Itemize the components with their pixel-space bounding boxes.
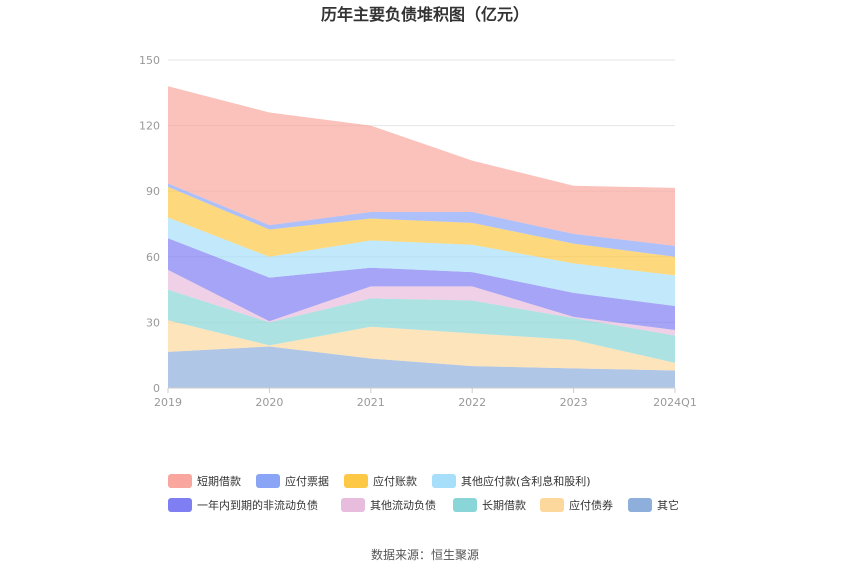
legend-swatch	[341, 498, 365, 512]
x-tick-label: 2021	[357, 396, 385, 409]
legend-label: 短期借款	[197, 474, 241, 488]
y-tick-label: 30	[146, 316, 160, 329]
legend-label: 一年内到期的非流动负债	[197, 498, 318, 512]
legend-swatch	[168, 474, 192, 488]
legend-swatch	[453, 498, 477, 512]
x-axis: 2019 2020 2021 2022 2023 2024Q1	[154, 387, 697, 409]
legend-swatch	[344, 474, 368, 488]
area-series	[168, 86, 675, 388]
area-series-5	[168, 217, 675, 306]
legend-label: 长期借款	[482, 498, 526, 512]
area-series-6	[168, 186, 675, 276]
y-tick-label: 0	[153, 382, 160, 395]
area-series-1	[168, 320, 675, 371]
legend-label: 应付账款	[373, 474, 417, 488]
legend-swatch	[432, 474, 456, 488]
area-series-8	[168, 86, 675, 246]
y-tick-label: 120	[139, 120, 160, 133]
area-series-7	[168, 183, 675, 257]
x-tick-label: 2019	[154, 396, 182, 409]
legend-swatch	[168, 498, 192, 512]
legend-swatch	[540, 498, 564, 512]
legend-label: 其他应付款(含利息和股利)	[461, 474, 591, 488]
y-tick-label: 60	[146, 251, 160, 264]
area-series-2	[168, 289, 675, 363]
y-tick-label: 90	[146, 185, 160, 198]
legend-label: 其它	[657, 498, 679, 512]
legend-swatch	[628, 498, 652, 512]
legend-label: 其他流动负债	[370, 498, 436, 512]
data-source-note: 数据来源：恒生聚源	[371, 547, 479, 562]
chart-title: 历年主要负债堆积图（亿元）	[321, 5, 529, 24]
legend-label: 应付债券	[569, 498, 613, 512]
area-series-4	[168, 238, 675, 331]
x-tick-label: 2023	[560, 396, 588, 409]
x-tick-label: 2024Q1	[653, 396, 697, 409]
x-tick-label: 2022	[458, 396, 486, 409]
x-tick-label: 2020	[255, 396, 283, 409]
legend-label: 应付票据	[285, 474, 329, 488]
legend-swatch	[256, 474, 280, 488]
y-tick-label: 150	[139, 54, 160, 67]
legend: 短期借款 应付票据 应付账款 其他应付款(含利息和股利) 一年内到期的非流动负债 其他流动…	[168, 474, 679, 512]
y-axis: 0 30 60 90 120 150	[139, 54, 160, 395]
area-series-0	[168, 346, 675, 388]
